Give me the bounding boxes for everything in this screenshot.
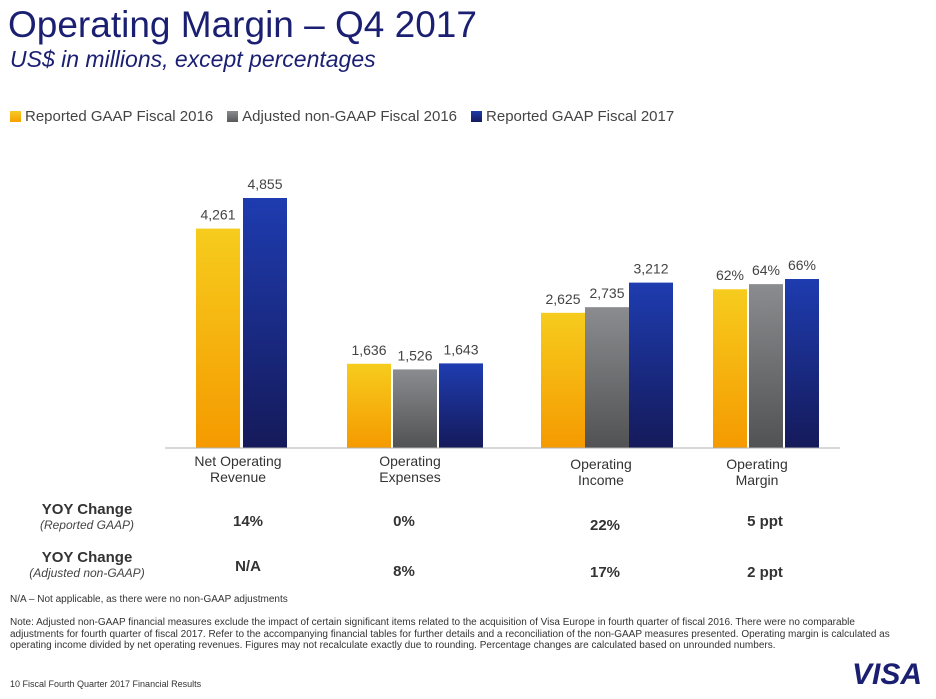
yoy-reported-label: YOY Change (Reported GAAP) [7,501,167,532]
data-label: 2,625 [545,291,580,307]
page-subtitle: US$ in millions, except percentages [10,46,376,72]
data-label: 4,261 [200,207,235,223]
page-title: Operating Margin – Q4 2017 [8,4,477,45]
legend-swatch-navy [471,111,483,122]
yoy-reported-value: 22% [589,517,621,534]
bar-0-2 [541,312,585,448]
page-footer: 10 Fiscal Fourth Quarter 2017 Financial … [10,679,202,689]
legend-item-adjusted-2016: Adjusted non-GAAP Fiscal 2016 [227,108,457,125]
legend-item-reported-2017: Reported GAAP Fiscal 2017 [471,108,674,125]
bar-0-1 [347,363,391,448]
data-label: 62% [716,267,744,283]
category-label: Operating Margin [726,456,787,488]
bar-2-3 [785,279,819,448]
data-label: 1,643 [443,341,478,357]
category-label: Operating Income [570,456,631,488]
yoy-reported-value: 14% [232,513,264,530]
yoy-adjusted-value: N/A [235,558,261,575]
bar-1-2 [585,307,629,448]
data-label: 1,636 [351,342,386,358]
yoy-adjusted-value: 2 ppt [747,564,783,581]
yoy-subheading: (Reported GAAP) [39,518,135,532]
legend-label: Reported GAAP Fiscal 2016 [25,108,214,125]
bar-2-2 [629,282,673,448]
data-label: 2,735 [589,285,624,301]
bar-2-1 [439,363,483,448]
legend-swatch-gold [10,111,21,122]
category-label: Operating Expenses [379,453,440,485]
yoy-subheading: (Adjusted non-GAAP) [29,566,145,580]
yoy-heading: YOY Change [41,549,133,566]
yoy-adjusted-value: 8% [393,563,415,580]
data-label: 4,855 [247,176,282,192]
chart-legend: Reported GAAP Fiscal 2016 Adjusted non-G… [10,108,688,125]
legend-item-reported-2016: Reported GAAP Fiscal 2016 [10,108,213,125]
legend-label: Reported GAAP Fiscal 2017 [486,108,675,125]
methodology-note: Note: Adjusted non-GAAP financial measur… [10,617,890,651]
bar-2-0 [243,198,287,448]
data-label: 64% [752,262,780,278]
data-label: 66% [788,257,816,273]
bar-0-3 [713,289,747,448]
yoy-heading: YOY Change [41,501,133,518]
bar-0-0 [196,228,240,448]
visa-logo: VISA [852,658,923,691]
legend-swatch-gray [227,111,239,122]
yoy-adjusted-value: 17% [589,564,621,581]
bar-1-1 [393,369,437,448]
bar-chart: 4,261 4,855 Net Operating Revenue 1,636 1,526… [165,176,840,488]
bar-1-3 [749,284,783,448]
legend-label: Adjusted non-GAAP Fiscal 2016 [242,108,458,125]
category-label: Net Operating Revenue [194,453,281,485]
data-label: 1,526 [397,347,432,363]
yoy-adjusted-label: YOY Change (Adjusted non-GAAP) [7,549,167,580]
yoy-reported-value: 0% [393,513,415,530]
yoy-reported-value: 5 ppt [747,513,783,530]
na-footnote: N/A – Not applicable, as there were no n… [10,594,288,605]
data-label: 3,212 [633,261,668,277]
